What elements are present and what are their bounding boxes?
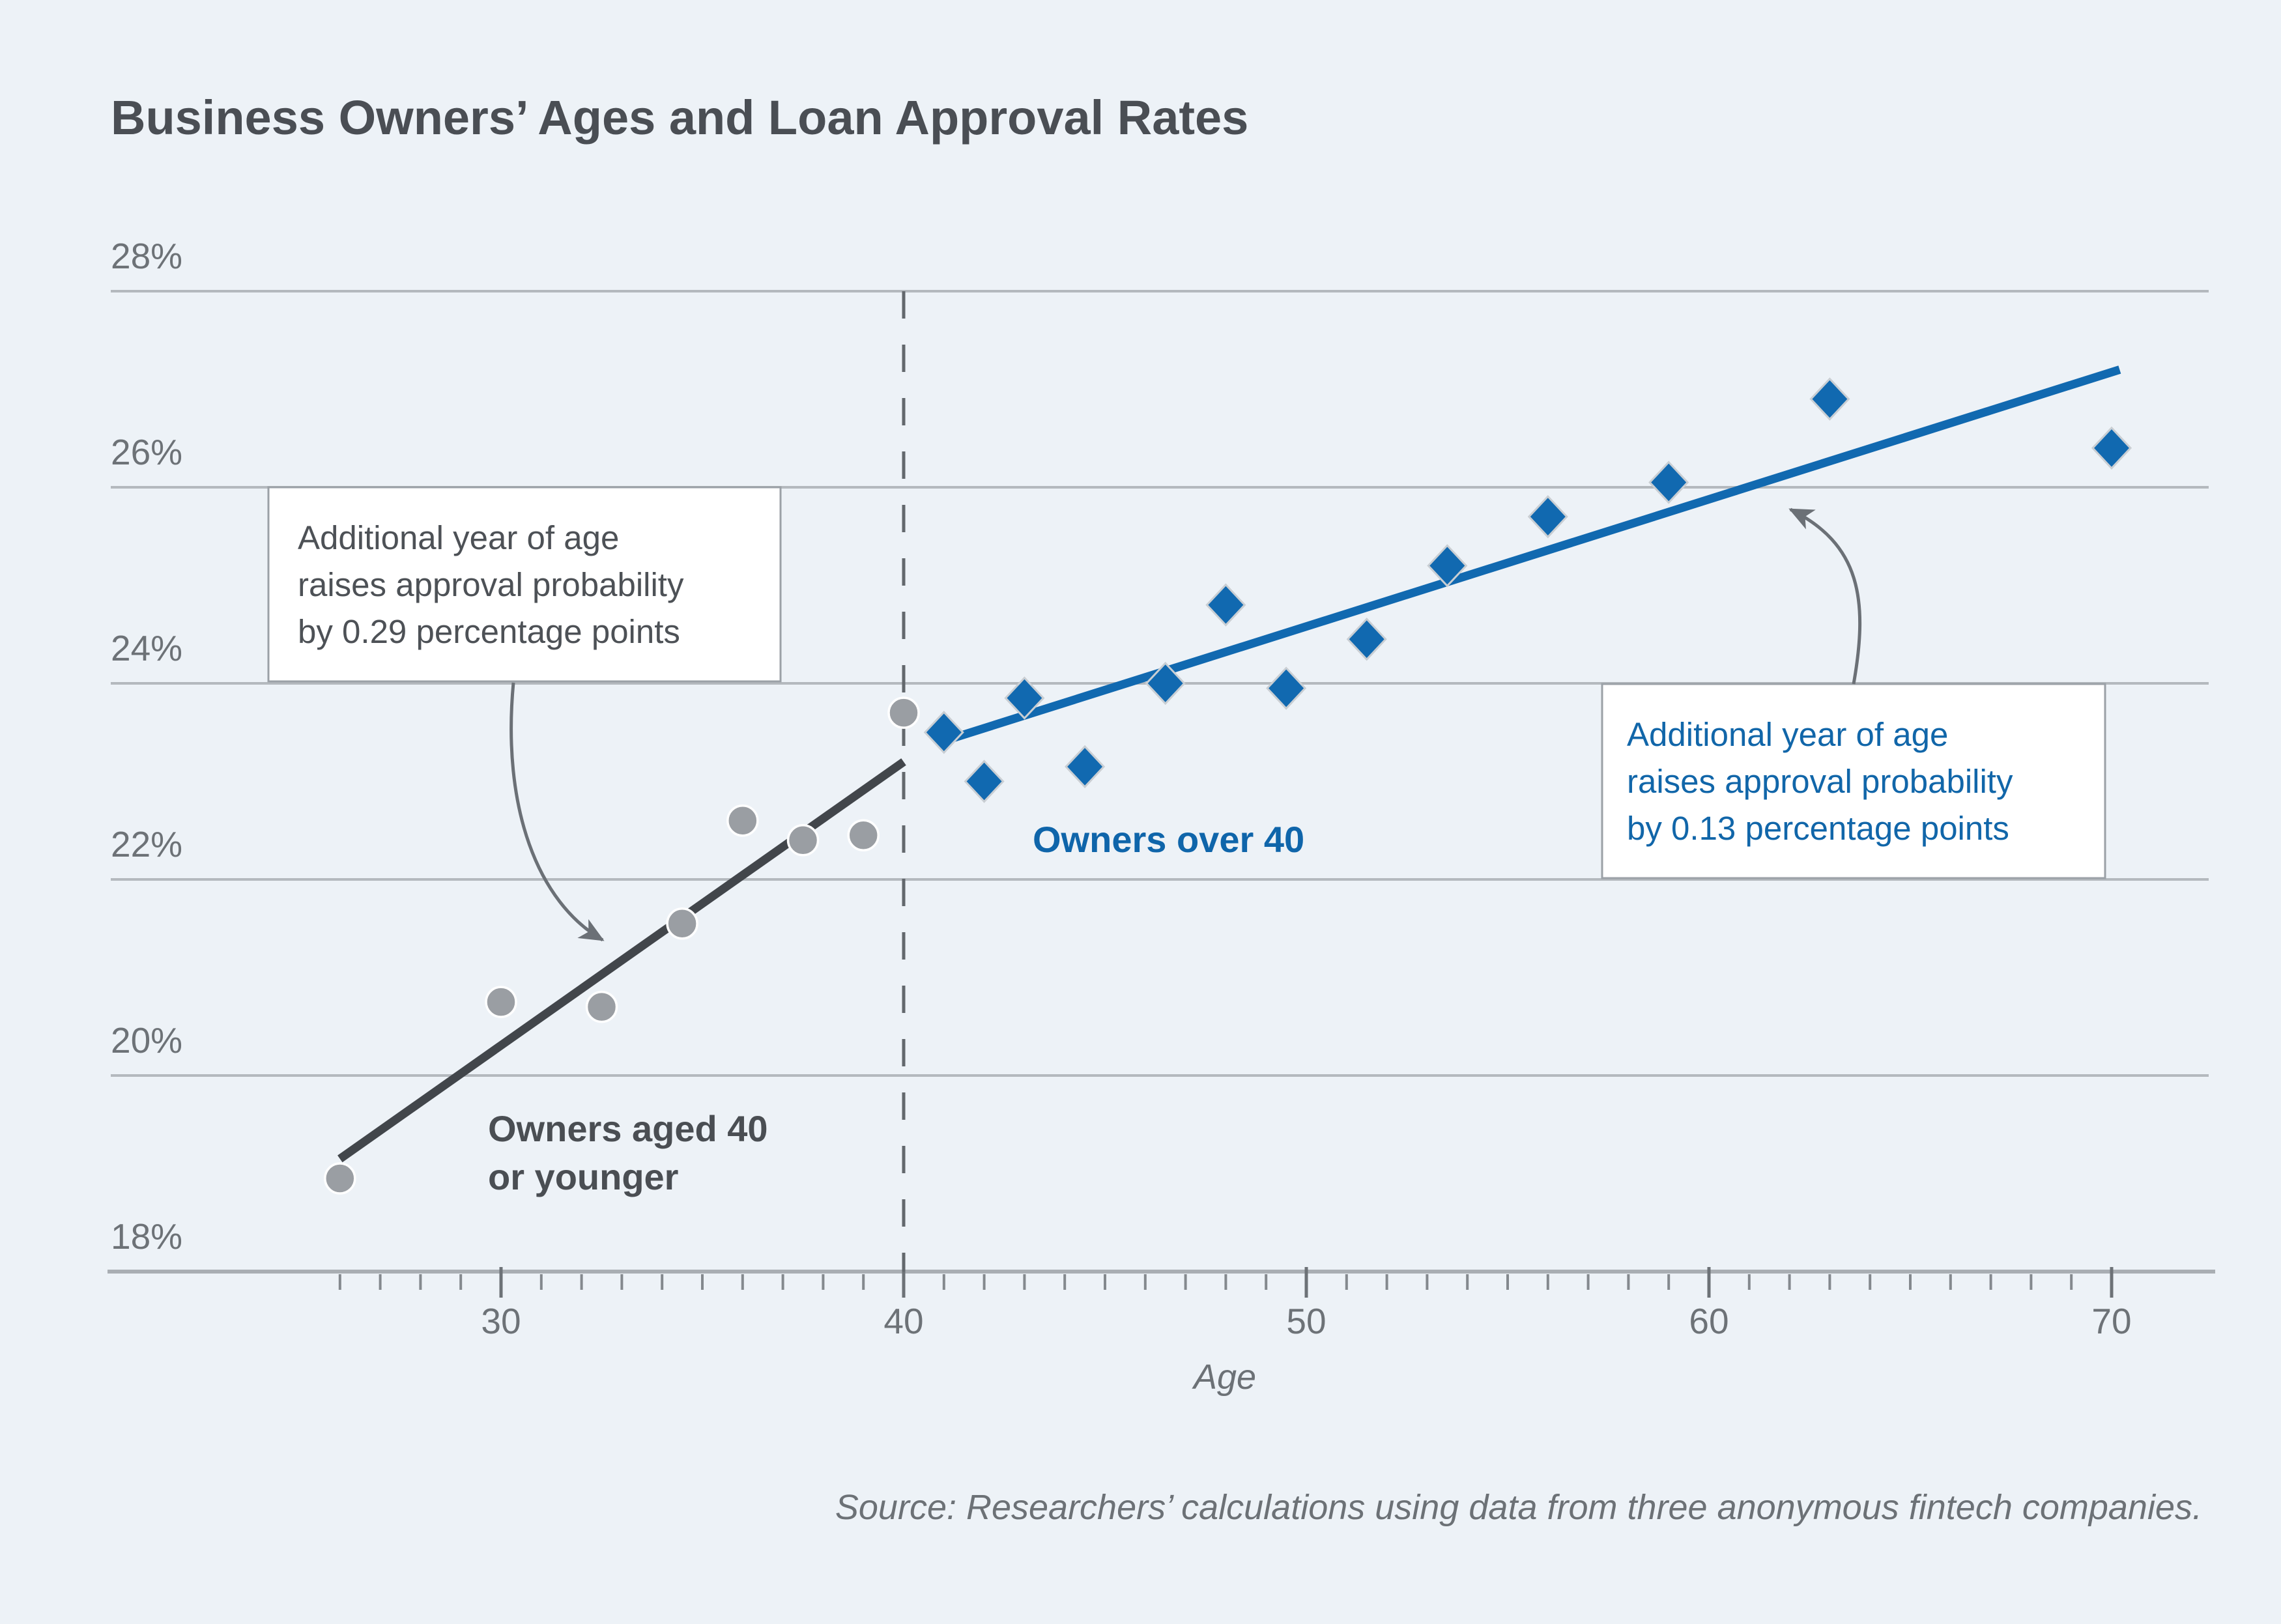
data-point-diamond-age-41 xyxy=(923,711,964,754)
x-tick-label-60: 60 xyxy=(1689,1301,1729,1341)
data-point-circle-age-30 xyxy=(485,986,517,1018)
page-title: Business Owners’ Ages and Loan Approval … xyxy=(111,91,1248,145)
y-tick-label-28: 28% xyxy=(111,236,182,276)
annotation-box xyxy=(267,486,782,683)
data-point-circle-age-36 xyxy=(726,804,759,837)
annotation-line: raises approval probability xyxy=(1627,763,2013,800)
x-tick-label-70: 70 xyxy=(2091,1301,2131,1341)
annotation-line: by 0.29 percentage points xyxy=(298,613,680,650)
data-point-diamond-age-70 xyxy=(2091,426,2132,470)
x-tick-label-50: 50 xyxy=(1286,1301,1326,1341)
x-tick-label-30: 30 xyxy=(481,1301,521,1341)
x-axis-title: Age xyxy=(1192,1358,1256,1397)
data-point-diamond-age-59 xyxy=(1648,461,1689,504)
data-point-diamond-age-51.5 xyxy=(1346,618,1387,661)
data-point-circle-age-40 xyxy=(887,696,920,729)
annotation-line: Additional year of age xyxy=(1627,716,1948,753)
annotation-line: raises approval probability xyxy=(298,566,684,603)
series-label-under-40: Owners aged 40 or younger xyxy=(488,1108,768,1197)
data-point-circle-age-37.5 xyxy=(786,824,820,857)
data-point-diamond-age-43 xyxy=(1004,676,1045,720)
data-point-circle-age-26 xyxy=(324,1162,356,1195)
data-point-diamond-age-49.5 xyxy=(1266,666,1307,710)
annotation-line: Additional year of age xyxy=(298,519,619,556)
data-point-diamond-age-42 xyxy=(964,760,1005,803)
series-label-under-40-line2: or younger xyxy=(488,1156,678,1197)
series-label-over-40: Owners over 40 xyxy=(1033,819,1304,860)
data-point-diamond-age-53.5 xyxy=(1427,544,1468,588)
y-tick-label-24: 24% xyxy=(111,628,182,668)
y-tick-label-18: 18% xyxy=(111,1216,182,1257)
data-point-diamond-age-46.5 xyxy=(1145,661,1186,705)
annotation-box xyxy=(1601,683,2106,879)
y-tick-label-26: 26% xyxy=(111,432,182,472)
data-point-diamond-age-56 xyxy=(1527,494,1568,539)
data-point-diamond-age-63 xyxy=(1809,377,1850,421)
y-tick-label-20: 20% xyxy=(111,1020,182,1061)
series-label-under-40-line1: Owners aged 40 xyxy=(488,1108,768,1149)
data-point-diamond-age-48 xyxy=(1205,583,1246,627)
x-axis: 30 40 50 60 70 xyxy=(108,1267,2215,1341)
data-point-circle-age-32.5 xyxy=(585,990,618,1023)
y-axis-labels: 28% 26% 24% 22% 20% 18% xyxy=(111,236,182,1257)
y-tick-label-22: 22% xyxy=(111,824,182,864)
source-note: Source: Researchers’ calculations using … xyxy=(835,1488,2202,1527)
annotation-line: by 0.13 percentage points xyxy=(1627,810,2009,847)
annotation-arrow xyxy=(509,682,605,942)
data-point-circle-age-39 xyxy=(847,819,880,852)
data-point-circle-age-34.5 xyxy=(666,907,698,940)
trend-line-over-40 xyxy=(938,365,2121,747)
annotation-over-40-slope: Additional year of age raises approval p… xyxy=(1601,507,2106,879)
x-tick-label-40: 40 xyxy=(883,1301,923,1341)
scatter-points xyxy=(324,377,2132,1195)
annotation-arrow xyxy=(1788,507,1862,685)
data-point-diamond-age-44.5 xyxy=(1065,745,1106,789)
annotation-under-40-slope: Additional year of age raises approval p… xyxy=(267,486,782,942)
